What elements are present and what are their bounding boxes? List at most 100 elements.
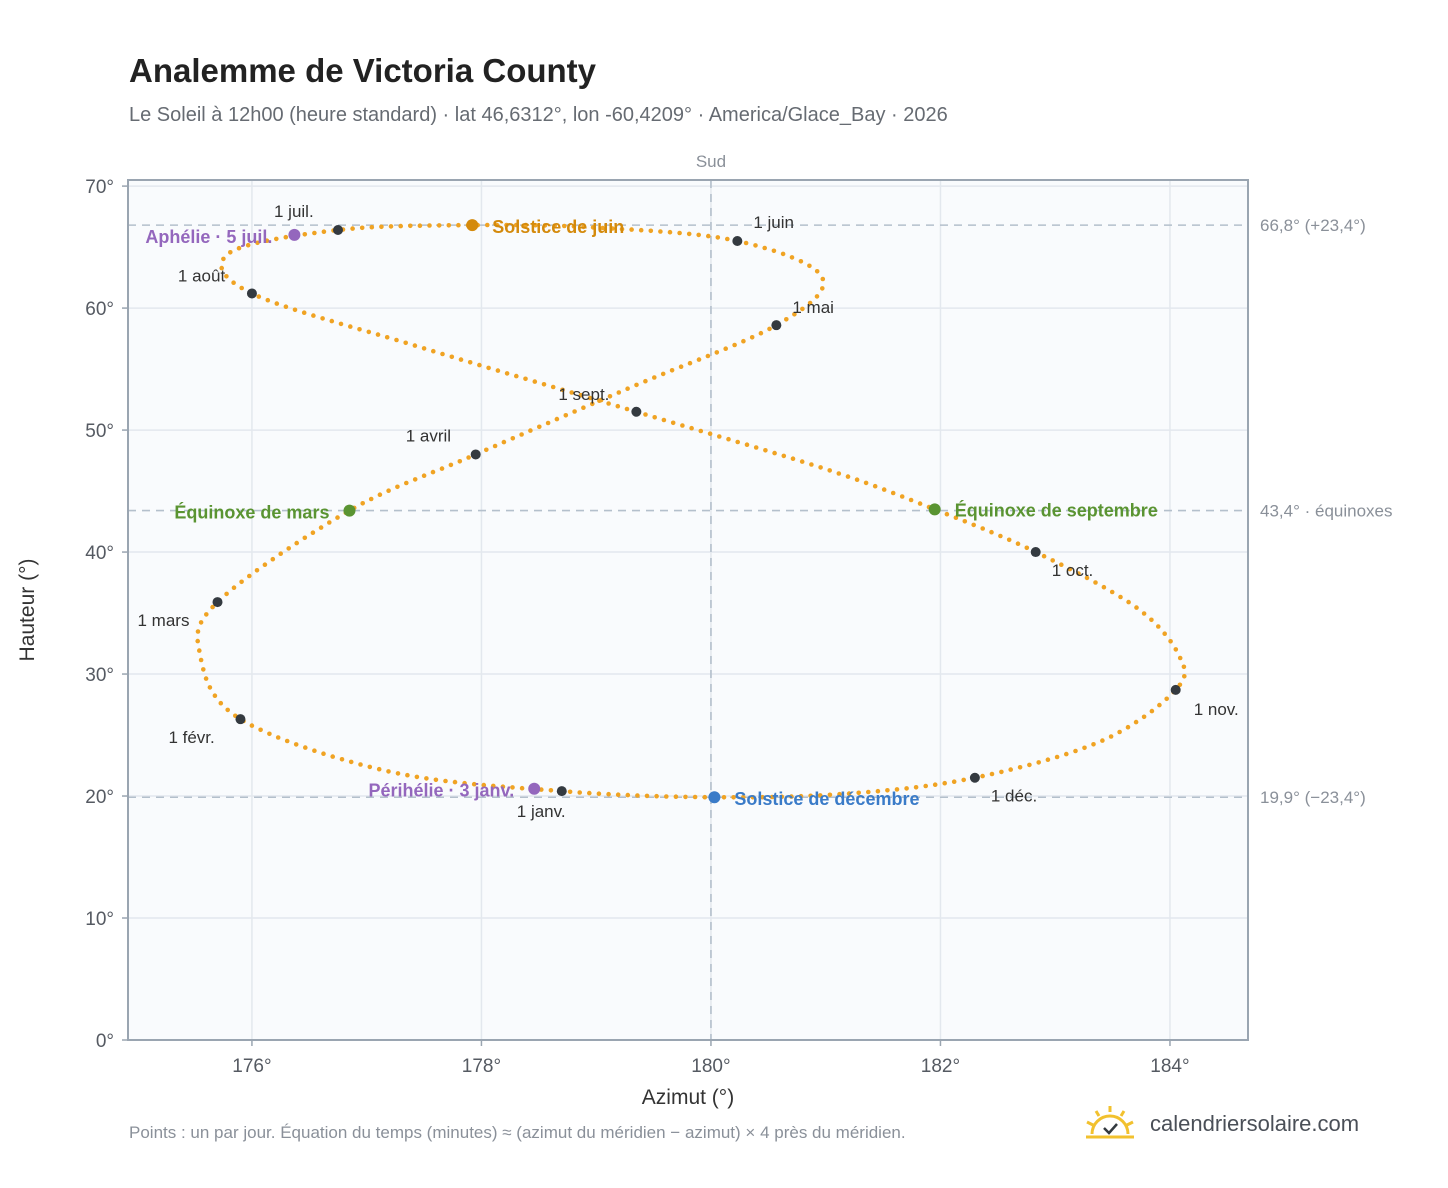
daily-point	[492, 443, 498, 449]
daily-point	[1067, 566, 1073, 572]
daily-point	[980, 773, 985, 779]
daily-point	[495, 368, 501, 373]
reference-line-label: 66,8° (+23,4°)	[1260, 216, 1366, 235]
daily-point	[552, 223, 557, 228]
daily-point	[998, 533, 1003, 539]
daily-point	[644, 793, 650, 799]
event-label: Aphélie · 5 juil.	[145, 227, 272, 247]
daily-point	[236, 245, 242, 251]
daily-point	[312, 230, 317, 236]
daily-point	[780, 251, 786, 257]
daily-point	[275, 735, 281, 740]
daily-point	[744, 442, 750, 448]
daily-point	[462, 780, 467, 786]
daily-point	[1015, 541, 1021, 546]
daily-point	[615, 792, 621, 797]
daily-point	[218, 700, 224, 706]
daily-point	[908, 497, 914, 503]
daily-point	[249, 723, 255, 728]
daily-point	[735, 439, 740, 445]
daily-point	[1091, 742, 1096, 747]
daily-point	[717, 434, 722, 439]
daily-point	[725, 236, 730, 242]
brand[interactable]: calendriersolaire.com	[1084, 1104, 1359, 1144]
daily-point	[247, 573, 252, 579]
daily-point	[951, 779, 957, 784]
daily-point	[999, 769, 1004, 775]
daily-point	[262, 562, 268, 567]
daily-point	[424, 776, 429, 781]
daily-point	[386, 769, 391, 774]
daily-point	[661, 417, 667, 423]
daily-point	[386, 488, 391, 494]
daily-point	[359, 225, 365, 231]
daily-point	[541, 382, 547, 387]
daily-point	[643, 412, 648, 417]
month-label: 1 févr.	[168, 728, 214, 747]
daily-point	[1125, 724, 1131, 730]
daily-point	[687, 360, 693, 366]
daily-point	[302, 535, 308, 541]
daily-point	[635, 793, 640, 798]
daily-point	[818, 465, 823, 470]
daily-point	[414, 774, 420, 780]
daily-point	[484, 447, 489, 453]
daily-point	[321, 751, 326, 756]
daily-point	[404, 480, 409, 486]
month-marker	[631, 406, 642, 417]
daily-point	[677, 230, 682, 236]
daily-point	[808, 793, 813, 799]
daily-point	[542, 223, 548, 228]
month-marker	[969, 772, 980, 783]
daily-point	[274, 301, 280, 306]
daily-point	[807, 300, 813, 306]
daily-point	[1100, 738, 1105, 743]
daily-point	[683, 794, 688, 800]
daily-point	[562, 223, 567, 229]
daily-point	[1036, 760, 1041, 765]
daily-point	[616, 390, 622, 395]
daily-point	[767, 326, 772, 332]
daily-point	[899, 494, 905, 499]
daily-point	[510, 785, 515, 790]
daily-point	[286, 546, 292, 551]
daily-point	[533, 222, 538, 228]
daily-point	[270, 556, 276, 562]
grid-lines	[128, 180, 1248, 1041]
daily-point	[486, 365, 491, 371]
daily-point	[578, 392, 584, 398]
daily-point	[368, 496, 374, 502]
month-marker	[556, 786, 567, 797]
daily-point	[1109, 589, 1115, 595]
daily-point	[820, 286, 825, 291]
daily-point	[207, 685, 213, 690]
month-label: 1 oct.	[1052, 561, 1094, 580]
daily-point	[430, 469, 436, 475]
daily-point	[827, 792, 833, 798]
daily-point	[225, 707, 230, 713]
daily-point	[504, 371, 510, 376]
daily-point	[408, 223, 413, 229]
daily-point	[1173, 647, 1179, 652]
daily-point	[643, 378, 648, 384]
daily-point	[1027, 762, 1032, 768]
daily-point	[198, 657, 204, 663]
daily-point	[212, 693, 218, 698]
daily-point	[1024, 545, 1030, 551]
daily-point	[431, 348, 436, 354]
daily-point	[814, 294, 820, 299]
daily-point	[403, 340, 409, 346]
daily-point	[798, 793, 804, 799]
daily-point	[1006, 537, 1012, 543]
daily-point	[360, 501, 366, 506]
daily-point	[678, 364, 684, 370]
daily-point	[581, 224, 586, 230]
daily-point	[961, 777, 966, 783]
daily-point	[885, 788, 890, 793]
month-marker	[470, 449, 481, 460]
daily-point	[224, 274, 229, 279]
daily-point	[809, 462, 814, 467]
daily-point	[837, 791, 842, 797]
daily-point	[798, 259, 804, 264]
daily-point	[519, 785, 525, 791]
